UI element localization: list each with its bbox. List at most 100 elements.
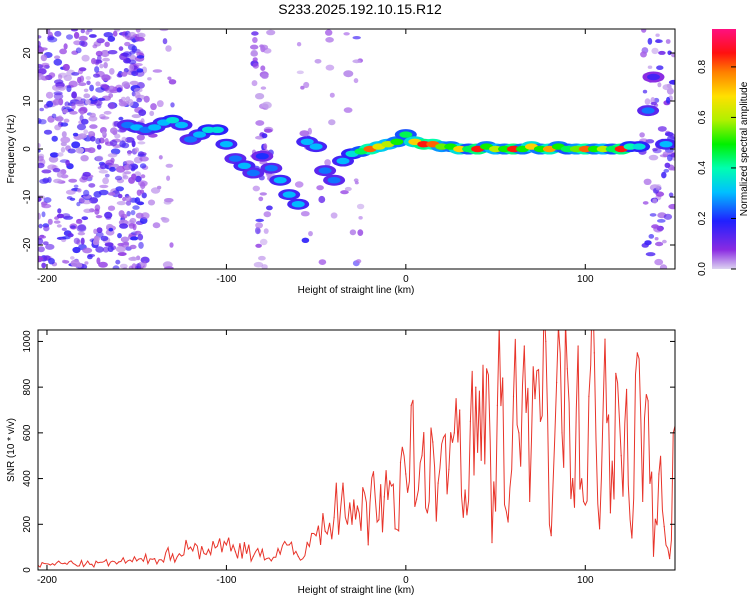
snr-data-point bbox=[362, 487, 364, 489]
heatmap-noise-blob bbox=[67, 148, 76, 154]
heatmap-noise-blob bbox=[655, 33, 660, 37]
snr-data-point bbox=[599, 528, 601, 530]
y-tick-label: 0 bbox=[22, 146, 33, 152]
heatmap-noise-blob bbox=[86, 80, 91, 86]
heatmap-noise-blob bbox=[266, 205, 273, 211]
heatmap-noise-blob bbox=[108, 93, 114, 98]
snr-x-axis-label: Height of straight line (km) bbox=[298, 585, 415, 596]
y-tick-label: 20 bbox=[22, 47, 33, 59]
heatmap-noise-blob bbox=[128, 256, 138, 261]
heatmap-noise-blob bbox=[135, 263, 142, 269]
heatmap-noise-blob bbox=[100, 49, 110, 58]
x-tick-label: -200 bbox=[37, 274, 57, 285]
snr-data-point bbox=[556, 382, 558, 384]
heatmap-noise-blob bbox=[93, 73, 100, 78]
heatmap-noise-blob bbox=[655, 241, 664, 247]
heatmap-ridge-cell bbox=[291, 201, 305, 208]
heatmap-noise-blob bbox=[670, 152, 675, 158]
heatmap-noise-blob bbox=[81, 199, 92, 205]
heatmap-noise-blob bbox=[120, 96, 127, 102]
heatmap-ridge-cell bbox=[175, 121, 188, 129]
heatmap-noise-blob bbox=[95, 87, 105, 93]
heatmap-noise-blob bbox=[38, 47, 48, 51]
snr-data-point bbox=[432, 441, 434, 443]
heatmap-noise-blob bbox=[263, 228, 269, 234]
heatmap-noise-blob bbox=[51, 113, 57, 119]
snr-data-point bbox=[561, 432, 563, 434]
snr-data-point bbox=[550, 535, 552, 537]
heatmap-noise-blob bbox=[38, 257, 43, 261]
heatmap-noise-blob bbox=[118, 46, 124, 51]
heatmap-ridge-cell bbox=[560, 145, 574, 153]
snr-data-point bbox=[539, 420, 542, 422]
heatmap-noise-blob bbox=[118, 116, 124, 121]
heatmap-noise-blob bbox=[328, 119, 336, 126]
snr-data-point bbox=[658, 473, 660, 475]
heatmap-noise-blob bbox=[54, 30, 62, 37]
heatmap-noise-blob bbox=[38, 35, 42, 39]
heatmap-noise-blob bbox=[82, 171, 91, 177]
heatmap-noise-blob bbox=[90, 136, 96, 142]
heatmap-noise-blob bbox=[639, 132, 645, 138]
heatmap-noise-blob bbox=[259, 192, 267, 196]
heatmap-noise-blob bbox=[60, 141, 67, 147]
heatmap-noise-blob bbox=[127, 99, 134, 107]
snr-data-point bbox=[636, 352, 638, 354]
heatmap-noise-blob bbox=[641, 29, 647, 33]
heatmap-noise-blob bbox=[61, 131, 67, 138]
y-tick-label: 10 bbox=[22, 95, 33, 107]
heatmap-noise-blob bbox=[132, 205, 140, 210]
snr-data-point bbox=[572, 478, 574, 480]
snr-data-point bbox=[207, 548, 210, 551]
heatmap-noise-blob bbox=[260, 65, 266, 71]
heatmap-noise-blob bbox=[133, 63, 143, 67]
heatmap-noise-blob bbox=[121, 71, 128, 77]
heatmap-noise-blob bbox=[147, 77, 152, 81]
heatmap-noise-blob bbox=[117, 193, 123, 199]
snr-data-point bbox=[523, 345, 525, 347]
heatmap-noise-blob bbox=[40, 54, 48, 62]
snr-data-point bbox=[243, 542, 245, 544]
snr-data-point bbox=[642, 500, 644, 502]
heatmap-noise-blob bbox=[69, 197, 76, 201]
heatmap-noise-blob bbox=[78, 82, 87, 87]
heatmap-noise-blob bbox=[169, 242, 174, 248]
heatmap-noise-blob bbox=[104, 41, 110, 47]
heatmap-noise-blob bbox=[53, 220, 61, 224]
heatmap-ridge-cell bbox=[166, 117, 180, 124]
heatmap-noise-blob bbox=[107, 205, 116, 211]
heatmap-noise-blob bbox=[61, 227, 67, 231]
snr-data-point bbox=[416, 498, 418, 500]
heatmap-noise-blob bbox=[41, 262, 47, 269]
snr-data-point bbox=[234, 551, 236, 553]
heatmap-noise-blob bbox=[352, 36, 361, 40]
heatmap-noise-blob bbox=[652, 147, 658, 152]
heatmap-noise-blob bbox=[76, 201, 81, 207]
heatmap-noise-blob bbox=[135, 212, 144, 219]
heatmap-noise-blob bbox=[116, 73, 123, 78]
heatmap-noise-blob bbox=[105, 159, 115, 166]
heatmap-noise-blob bbox=[43, 129, 53, 135]
heatmap-noise-blob bbox=[324, 159, 331, 167]
heatmap-noise-blob bbox=[56, 224, 62, 228]
heatmap-noise-blob bbox=[95, 215, 103, 219]
heatmap-noise-blob bbox=[329, 92, 335, 98]
heatmap-noise-blob bbox=[131, 140, 136, 148]
heatmap-noise-blob bbox=[160, 217, 167, 221]
heatmap-ridge-cell bbox=[641, 107, 655, 114]
heatmap-noise-blob bbox=[98, 169, 109, 174]
heatmap-noise-blob bbox=[54, 79, 64, 85]
heatmap-noise-blob bbox=[83, 189, 90, 197]
snr-data-points bbox=[38, 338, 675, 566]
heatmap-ridge-cell bbox=[498, 145, 511, 153]
heatmap-noise-blob bbox=[640, 51, 647, 58]
heatmap-noise-blob bbox=[666, 96, 671, 104]
heatmap-noise-blob bbox=[73, 184, 79, 188]
heatmap-ridge-cell bbox=[453, 145, 467, 153]
heatmap-ridge-cell bbox=[578, 145, 592, 153]
heatmap-noise-blob bbox=[71, 141, 81, 149]
heatmap-noise-blob bbox=[261, 73, 269, 79]
heatmap-noise-blob bbox=[38, 72, 44, 81]
heatmap-noise-blob bbox=[643, 178, 652, 185]
